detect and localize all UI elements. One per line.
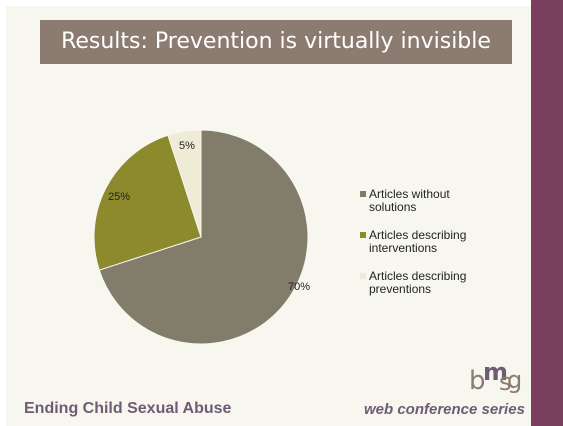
legend-swatch <box>360 232 366 238</box>
footer-series-title: Ending Child Sexual Abuse <box>24 400 232 417</box>
title-bar: Results: Prevention is virtually invisib… <box>40 20 512 64</box>
right-accent-band <box>531 0 563 426</box>
logo-letter-m: m <box>483 358 509 386</box>
logo-letter-b: b <box>469 366 486 396</box>
slice-percent-label: 25% <box>108 191 130 203</box>
bmsg-logo: b m s g <box>465 358 525 396</box>
slide-title: Results: Prevention is virtually invisib… <box>61 29 491 54</box>
top-border <box>0 0 531 6</box>
legend-swatch <box>360 273 366 279</box>
legend-label: interventions <box>369 241 437 255</box>
legend-label: solutions <box>369 200 416 214</box>
legend-label: Articles describing <box>369 269 466 283</box>
legend-label: Articles describing <box>369 228 466 242</box>
footer-series-subtitle: web conference series <box>364 401 525 418</box>
legend-label: preventions <box>369 282 431 296</box>
pie-slice <box>93 134 202 271</box>
legend-label: Articles without <box>369 187 450 201</box>
pie-slice <box>167 129 202 238</box>
slice-percent-label: 5% <box>179 140 195 152</box>
slice-percent-label: 70% <box>288 281 310 293</box>
pie-slice <box>98 129 309 345</box>
logo-letter-s: s <box>499 368 512 396</box>
legend-swatch <box>360 191 366 197</box>
logo-letter-g: g <box>507 366 523 394</box>
